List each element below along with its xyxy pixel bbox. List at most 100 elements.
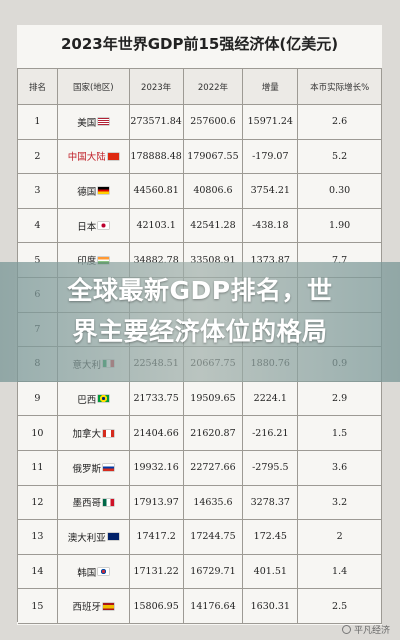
country-cell: 韩国 [57, 554, 130, 590]
growth-cell: 3.6 [298, 450, 382, 486]
headline-line-1: 全球最新GDP排名，世 [67, 276, 333, 305]
header-2022: 2022年 [183, 69, 244, 105]
growth-cell: 2.9 [298, 381, 382, 417]
headline-text: 全球最新GDP排名，世 界主要经济体位的格局 [0, 270, 400, 352]
gdp-2022-cell: 179067.55 [183, 139, 244, 175]
rank-cell: 13 [18, 520, 58, 555]
br-flag-icon [98, 395, 110, 403]
watermark-text: 平凡经济 [353, 626, 390, 636]
header-growth: 本币实际增长% [298, 69, 382, 105]
delta-cell: 3754.21 [243, 174, 299, 209]
country-cell: 俄罗斯 [57, 450, 130, 486]
de-flag-icon [98, 187, 110, 195]
country-name: 日本 [77, 221, 97, 233]
gdp-2022-cell: 19509.65 [183, 381, 244, 417]
ca-flag-icon [103, 429, 115, 437]
gdp-2023-cell: 42103.1 [129, 208, 184, 244]
country-name: 美国 [77, 117, 97, 129]
gdp-2023-cell: 21404.66 [129, 416, 184, 451]
growth-cell: 1.4 [298, 554, 382, 590]
delta-cell: 3278.37 [243, 485, 299, 521]
gdp-2022-cell: 40806.6 [183, 174, 244, 209]
growth-cell: 2.6 [298, 105, 382, 140]
table-title: 2023年世界GDP前15强经济体(亿美元) [60, 35, 339, 53]
headline-line-2: 界主要经济体位的格局 [72, 317, 328, 346]
country-name: 加拿大 [72, 429, 102, 441]
table-body: 1 美国 273571.84 257600.6 15971.24 2.6 2 中国大陆 1788… [18, 105, 382, 624]
gdp-2023-cell: 44560.81 [129, 174, 184, 209]
gdp-2022-cell: 21620.87 [183, 416, 244, 451]
delta-cell: -179.07 [243, 139, 299, 175]
header-rank: 排名 [18, 69, 58, 105]
gdp-2023-cell: 19932.16 [129, 450, 184, 486]
gdp-2023-cell: 15806.95 [129, 589, 184, 624]
gdp-2023-cell: 21733.75 [129, 381, 184, 417]
country-cell: 西班牙 [57, 589, 130, 624]
country-name: 墨西哥 [72, 498, 102, 510]
rank-cell: 10 [18, 416, 58, 451]
table-row: 3 德国 44560.81 40806.6 3754.21 0.30 [18, 174, 382, 209]
rank-cell: 3 [18, 174, 58, 209]
table-row: 9 巴西 21733.75 19509.65 2224.1 2.9 [18, 381, 382, 417]
delta-cell: -2795.5 [243, 450, 299, 486]
header-delta: 增量 [243, 69, 299, 105]
ru-flag-icon [103, 464, 115, 472]
country-name: 韩国 [77, 567, 97, 579]
table-row: 14 韩国 17131.22 16729.71 401.51 1.4 [18, 554, 382, 590]
table-row: 11 俄罗斯 19932.16 22727.66 -2795.5 3.6 [18, 450, 382, 486]
rank-cell: 11 [18, 450, 58, 486]
country-name: 德国 [77, 186, 97, 198]
gdp-2023-cell: 17131.22 [129, 554, 184, 590]
gdp-2023-cell: 273571.84 [129, 105, 184, 140]
gdp-2023-cell: 17913.97 [129, 485, 184, 521]
gdp-2023-cell: 178888.48 [129, 139, 184, 175]
rank-cell: 15 [18, 589, 58, 624]
country-name: 印度 [77, 253, 96, 267]
table-row: 10 加拿大 21404.66 21620.87 -216.21 1.5 [18, 416, 382, 451]
headline-banner [0, 262, 400, 382]
country-name: 澳大利亚 [67, 532, 106, 544]
gdp-table: 排名 国家(地区) 2023年 2022年 增量 本币实际增长% 1 美国 2735… [17, 68, 382, 624]
gdp-2023-cell: 17417.2 [129, 520, 184, 555]
country-cell: 墨西哥 [57, 485, 130, 521]
table-header-row: 排名 国家(地区) 2023年 2022年 增量 本币实际增长% [18, 69, 382, 105]
gdp-2022-cell: 16729.71 [183, 554, 244, 590]
table-row: 13 澳大利亚 17417.2 17244.75 172.45 2 [18, 520, 382, 555]
delta-cell: 15971.24 [243, 105, 299, 140]
jp-flag-icon [98, 222, 110, 230]
country-name: 巴西 [77, 394, 97, 406]
growth-cell: 2.5 [298, 589, 382, 624]
table-row: 4 日本 42103.1 42541.28 -438.18 1.90 [18, 208, 382, 244]
growth-cell: 1.90 [298, 208, 382, 244]
watermark-logo-icon [341, 625, 351, 634]
country-cell: 巴西 [57, 381, 130, 417]
cn-flag-icon [107, 152, 119, 160]
table-row: 12 墨西哥 17913.97 14635.6 3278.37 3.2 [18, 485, 382, 521]
delta-cell: -216.21 [243, 416, 299, 451]
table-row: 1 美国 273571.84 257600.6 15971.24 2.6 [18, 105, 382, 140]
growth-cell: 0.30 [298, 174, 382, 209]
delta-cell: 172.45 [243, 520, 299, 555]
kr-flag-icon [98, 568, 110, 576]
country-cell: 日本 [57, 208, 130, 244]
rank-cell: 9 [18, 381, 58, 417]
gdp-2022-cell: 42541.28 [183, 208, 244, 244]
header-country: 国家(地区) [57, 69, 130, 105]
es-flag-icon [103, 602, 115, 610]
delta-cell: 1630.31 [243, 589, 299, 624]
watermark: 平凡经济 [341, 623, 390, 636]
au-flag-icon [107, 533, 119, 541]
rank-cell: 1 [18, 105, 58, 140]
growth-cell: 2 [298, 520, 382, 555]
rank-cell: 2 [18, 139, 58, 175]
rank-cell: 14 [18, 554, 58, 590]
country-name: 中国大陆 [67, 152, 106, 164]
table-row: 15 西班牙 15806.95 14176.64 1630.31 2.5 [18, 589, 382, 624]
country-cell: 德国 [57, 174, 130, 209]
table-row: 2 中国大陆 178888.48 179067.55 -179.07 5.2 [18, 139, 382, 175]
gdp-2022-cell: 14176.64 [183, 589, 244, 624]
us-flag-icon [98, 118, 110, 126]
gdp-2022-cell: 14635.6 [183, 485, 244, 521]
rank-cell: 12 [18, 485, 58, 521]
gdp-2022-cell: 17244.75 [183, 520, 244, 555]
